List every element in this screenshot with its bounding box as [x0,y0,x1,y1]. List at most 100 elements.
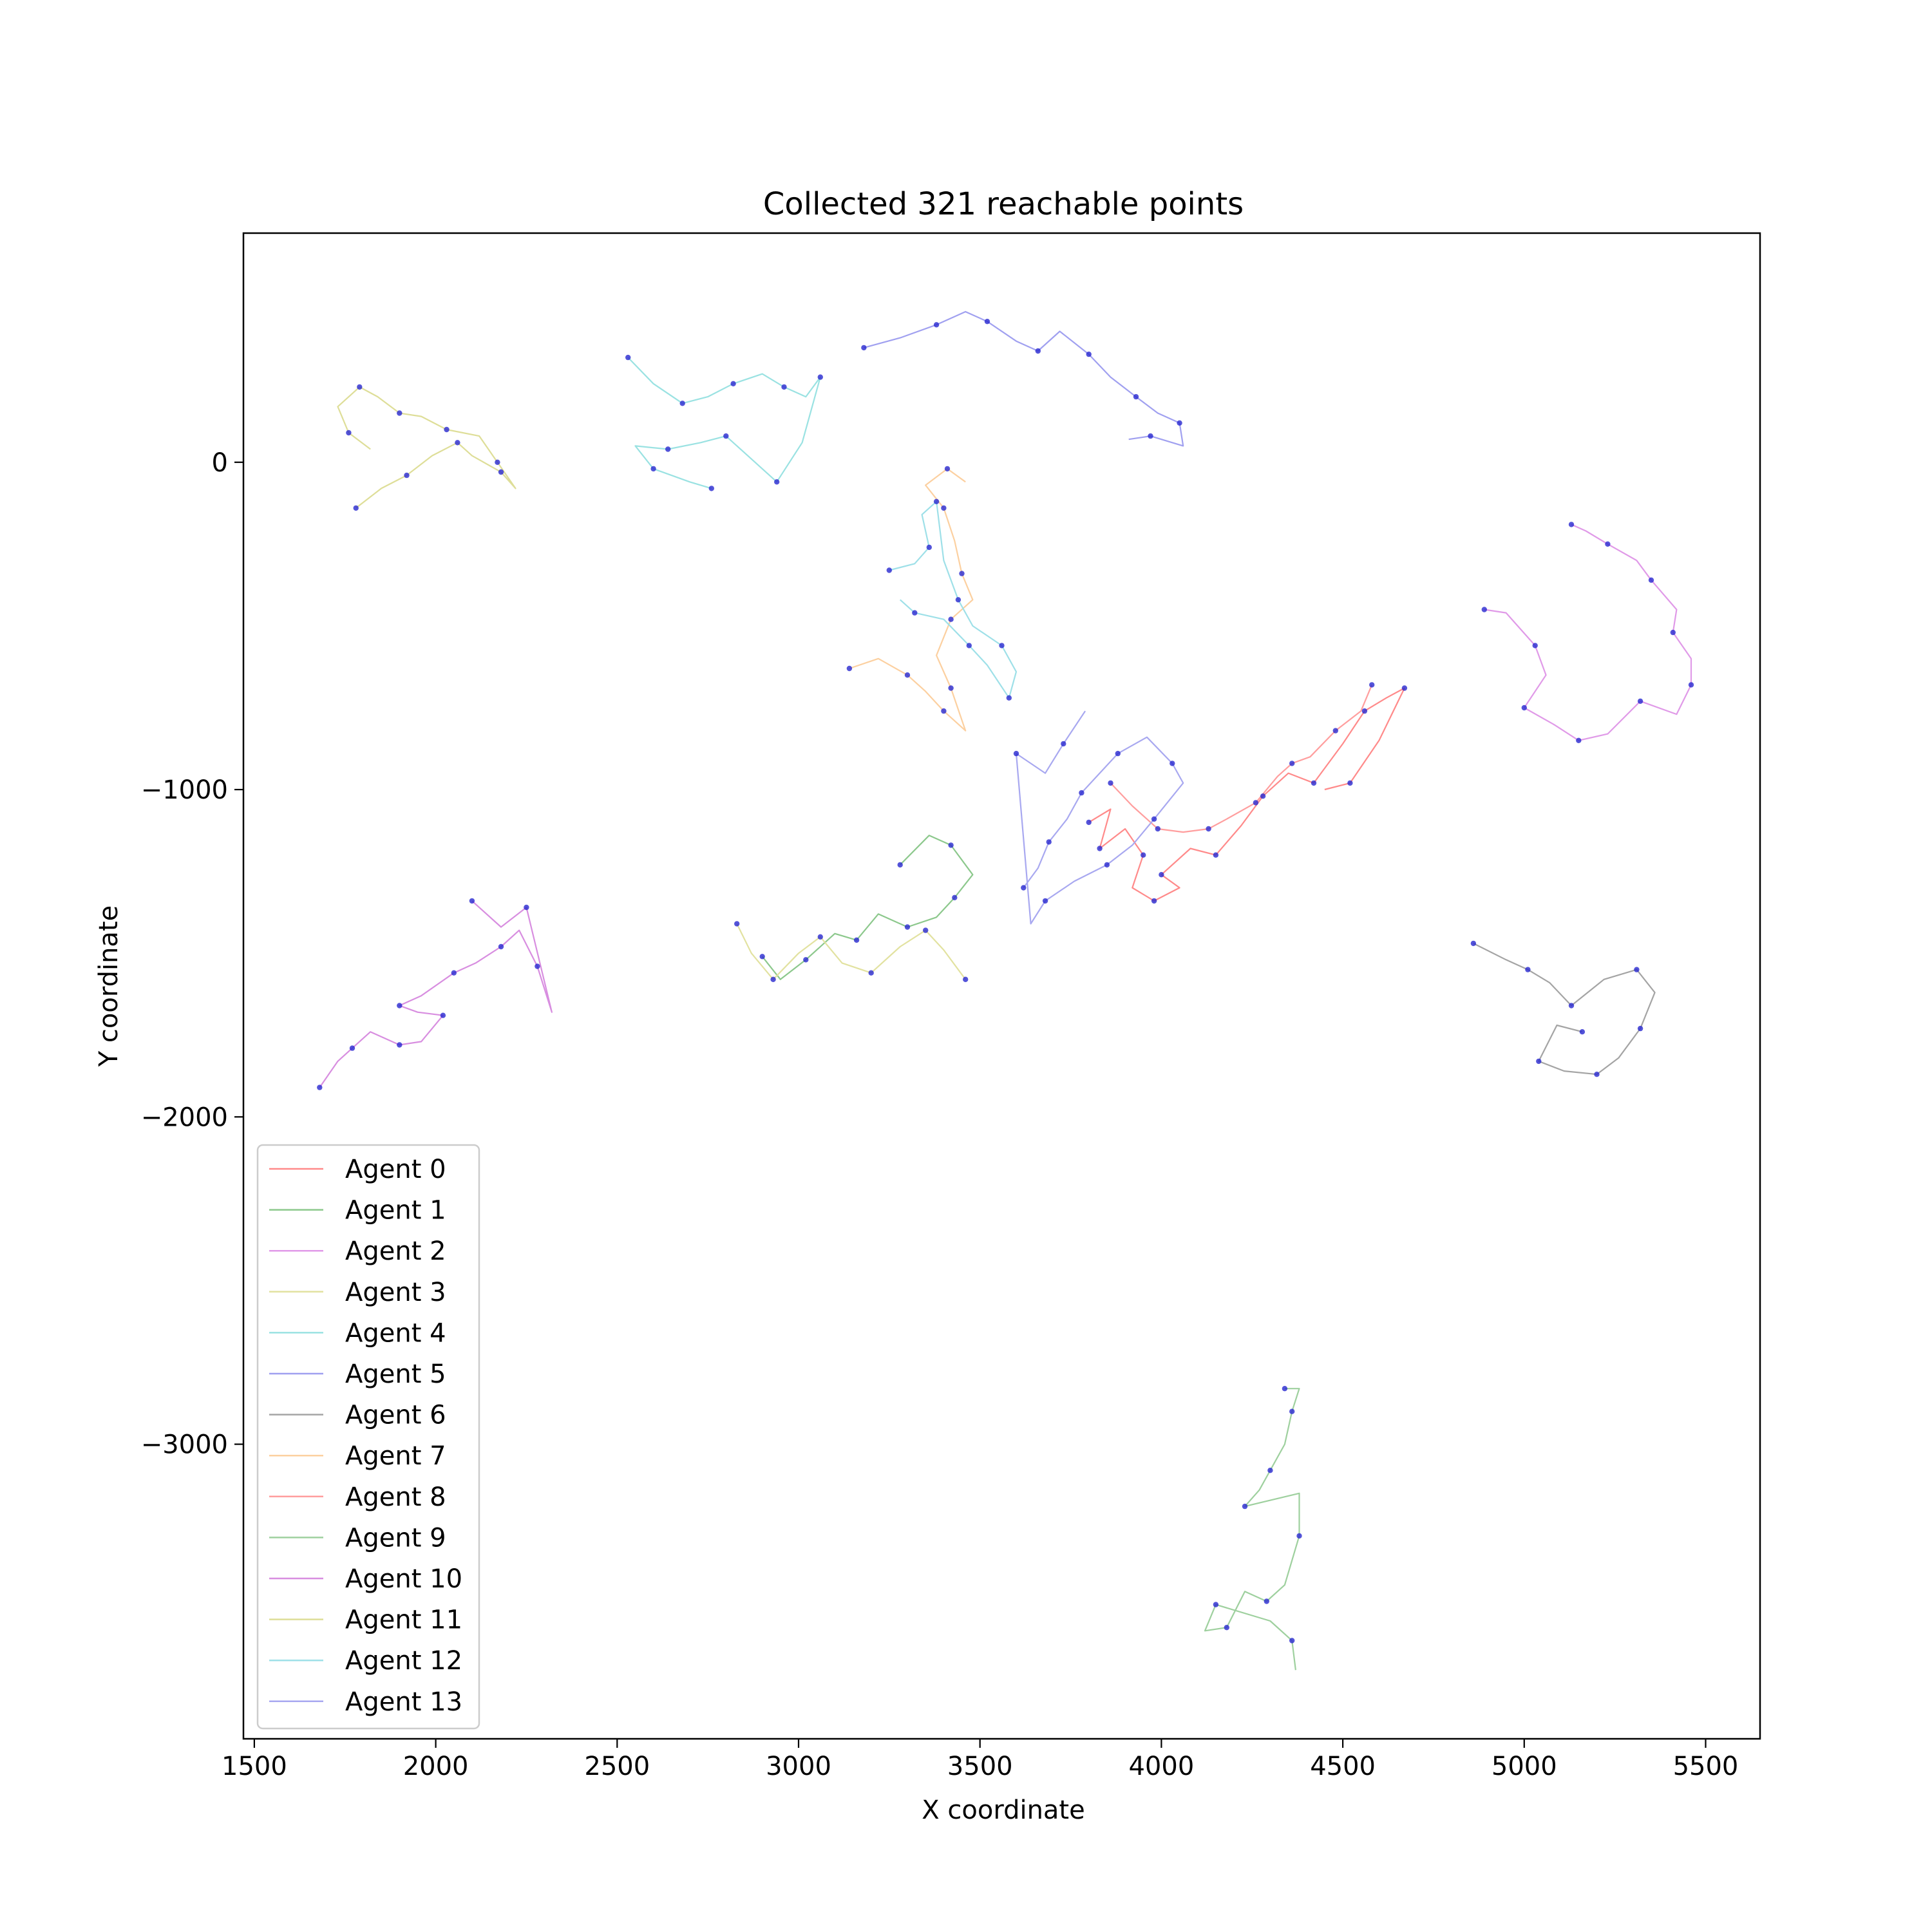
series-line-agent-6 [1473,942,1656,1075]
series-line-agent-5 [864,310,1184,447]
x-tick-label: 5500 [1673,1752,1739,1781]
x-tick-label: 4000 [1128,1752,1194,1781]
data-point [1536,1058,1542,1065]
y-axis: 0 −1000 −2000 −3000 [141,448,243,1460]
chart-title: Collected 321 reachable points [763,186,1244,222]
y-tick-label: −1000 [141,775,228,805]
data-point [1670,629,1676,636]
data-point [357,384,363,390]
data-point [1369,682,1375,688]
data-point [1605,541,1611,547]
data-point [444,426,450,433]
data-point [1013,750,1019,757]
plot-area [242,232,1761,1740]
data-point [1086,351,1092,357]
points-layer [317,319,1694,1643]
data-point [853,937,860,943]
data-point [999,643,1005,649]
data-point [650,466,656,472]
data-point [1046,839,1052,845]
data-point [1637,698,1643,705]
data-point [948,616,954,622]
y-axis-label: Y coordinate [94,905,124,1068]
data-point [952,895,958,901]
series-line-agent-9 [1204,1388,1300,1671]
x-tick-label: 4500 [1310,1752,1376,1781]
data-point [941,708,947,714]
legend-label: Agent 10 [345,1564,462,1594]
data-point [1021,885,1027,891]
data-point [1151,898,1157,904]
data-point [1532,643,1538,649]
data-point [912,610,918,616]
data-point [734,921,740,927]
data-point [397,1042,402,1048]
data-point [897,862,903,868]
data-point [1151,816,1157,822]
data-point [1525,967,1531,972]
data-point [984,319,990,325]
data-point [440,1012,446,1018]
series-line-agent-2 [1484,524,1692,741]
data-point [933,498,940,504]
series-line-agent-11 [337,386,516,509]
legend-label: Agent 0 [345,1155,446,1184]
data-point [774,479,780,485]
data-point [1289,761,1295,766]
data-point [1159,872,1164,878]
legend-label: Agent 13 [345,1687,462,1717]
data-point [963,976,969,983]
data-point [1253,800,1259,806]
legend-label: Agent 3 [345,1278,446,1307]
data-point [959,571,965,576]
data-point [1332,728,1338,734]
data-point [803,957,809,963]
legend-label: Agent 12 [345,1646,462,1676]
data-point [966,643,972,649]
x-axis-label: X coordinate [922,1795,1084,1825]
data-point [1579,1029,1586,1035]
data-point [1155,826,1161,832]
data-point [1311,780,1317,786]
data-point [1242,1503,1248,1510]
data-point [498,943,504,950]
data-point [817,934,824,940]
data-point [1061,741,1066,747]
data-point [1282,1386,1288,1392]
data-point [404,472,410,478]
data-point [846,665,853,672]
data-point [1289,1408,1295,1414]
data-point [1264,1598,1270,1604]
data-point [1576,737,1582,744]
data-point [904,672,911,678]
y-tick-label: −3000 [141,1430,228,1460]
data-point [1637,1025,1643,1032]
data-point [397,1003,402,1009]
data-point [397,410,402,416]
data-point [1206,826,1211,832]
legend-label: Agent 6 [345,1401,446,1430]
data-point [495,459,500,465]
data-point [759,954,765,960]
data-point [923,927,929,933]
legend-label: Agent 4 [345,1318,446,1348]
data-point [1213,1602,1219,1607]
y-tick-label: 0 [212,448,228,478]
data-point [1213,852,1219,858]
data-point [1347,780,1353,786]
legend-label: Agent 8 [345,1482,446,1512]
data-point [723,433,729,439]
x-tick-label: 3500 [947,1752,1013,1781]
data-point [1079,790,1084,796]
data-point [886,567,893,573]
data-point [781,384,787,390]
data-point [498,469,504,475]
data-point [1634,967,1640,972]
data-point [524,904,529,911]
data-point [1267,1468,1273,1473]
x-axis: 1500 2000 2500 3000 3500 4000 4500 5000 5500 [222,1739,1738,1781]
data-point [1104,862,1110,868]
data-point [944,466,951,472]
data-point [708,486,715,491]
data-point [1568,522,1575,527]
